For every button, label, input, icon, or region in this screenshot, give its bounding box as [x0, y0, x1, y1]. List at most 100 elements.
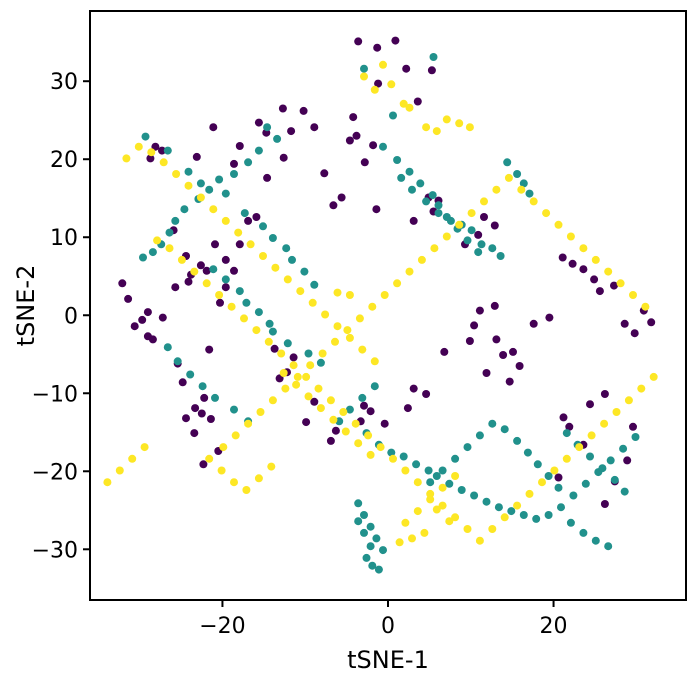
data-point — [434, 201, 443, 210]
data-point — [432, 505, 441, 514]
data-point — [544, 511, 553, 519]
data-point — [352, 131, 361, 140]
data-point — [310, 397, 319, 406]
data-point — [143, 308, 152, 317]
data-point — [387, 80, 396, 89]
data-point — [631, 433, 640, 441]
data-point — [562, 429, 571, 438]
data-point — [339, 408, 348, 416]
data-point — [579, 528, 588, 537]
y-tick-label: −30 — [32, 538, 78, 563]
data-point — [373, 43, 382, 52]
data-point — [566, 518, 575, 527]
data-point — [289, 361, 298, 370]
data-point — [413, 97, 422, 106]
data-point — [586, 400, 594, 409]
data-point — [370, 85, 379, 94]
data-point — [159, 158, 168, 167]
data-point — [209, 123, 218, 132]
data-point — [496, 252, 505, 260]
data-point — [320, 169, 329, 178]
data-point — [380, 419, 389, 428]
data-point — [134, 142, 143, 151]
data-point — [475, 536, 484, 545]
data-point — [216, 298, 224, 307]
data-point — [252, 326, 261, 335]
data-point — [230, 159, 238, 168]
data-point — [254, 474, 263, 483]
data-point — [517, 185, 526, 194]
data-point — [360, 72, 368, 81]
data-point — [244, 216, 253, 225]
data-point — [302, 418, 311, 427]
data-point — [610, 475, 619, 484]
data-point — [389, 111, 397, 120]
data-point — [171, 216, 180, 225]
data-point — [337, 193, 346, 202]
data-point — [494, 503, 503, 512]
data-point — [130, 322, 139, 331]
data-point — [470, 491, 479, 500]
data-point — [393, 156, 402, 164]
data-point — [379, 60, 387, 69]
data-point — [198, 382, 207, 391]
data-point — [221, 189, 230, 198]
data-point — [231, 431, 240, 440]
data-point — [124, 294, 133, 303]
data-point — [230, 170, 238, 178]
data-point — [604, 542, 613, 551]
data-point — [171, 283, 180, 292]
data-point — [265, 319, 274, 328]
data-point — [221, 283, 230, 292]
data-point — [326, 436, 335, 445]
data-point — [264, 337, 273, 346]
data-point — [148, 335, 157, 344]
data-point — [474, 230, 483, 239]
data-point — [366, 542, 375, 551]
y-tick-label: 30 — [50, 70, 78, 95]
data-point — [139, 253, 147, 262]
data-point — [259, 222, 267, 231]
data-point — [529, 197, 538, 206]
data-point — [380, 291, 389, 299]
data-point — [455, 119, 464, 128]
data-point — [358, 345, 367, 354]
data-point — [354, 37, 363, 46]
data-point — [172, 170, 181, 178]
data-point — [287, 127, 296, 136]
data-point — [395, 538, 404, 547]
data-point — [199, 460, 208, 469]
data-point — [519, 179, 528, 188]
data-point — [366, 450, 375, 459]
data-point — [273, 134, 282, 143]
data-point — [306, 361, 315, 370]
data-point — [409, 216, 418, 225]
data-point — [554, 483, 563, 492]
y-tick-label: −20 — [32, 460, 78, 485]
data-point — [438, 501, 447, 510]
data-point — [288, 255, 296, 264]
data-point — [196, 261, 205, 270]
data-point — [153, 236, 162, 245]
data-point — [513, 170, 522, 178]
data-point — [242, 298, 251, 307]
data-point — [401, 466, 410, 475]
data-point — [370, 357, 379, 366]
data-point — [566, 232, 575, 241]
data-point — [591, 255, 600, 264]
data-point — [180, 205, 189, 214]
data-point — [429, 53, 438, 61]
data-point — [445, 479, 454, 488]
data-point — [559, 413, 568, 422]
data-point — [138, 315, 147, 324]
data-point — [358, 393, 367, 402]
data-point — [366, 407, 375, 416]
data-point — [451, 513, 460, 522]
data-point — [362, 553, 371, 562]
y-tick-label: 20 — [50, 148, 78, 173]
data-point — [230, 266, 238, 275]
data-point — [351, 419, 360, 428]
data-point — [533, 460, 542, 469]
data-point — [267, 462, 276, 471]
